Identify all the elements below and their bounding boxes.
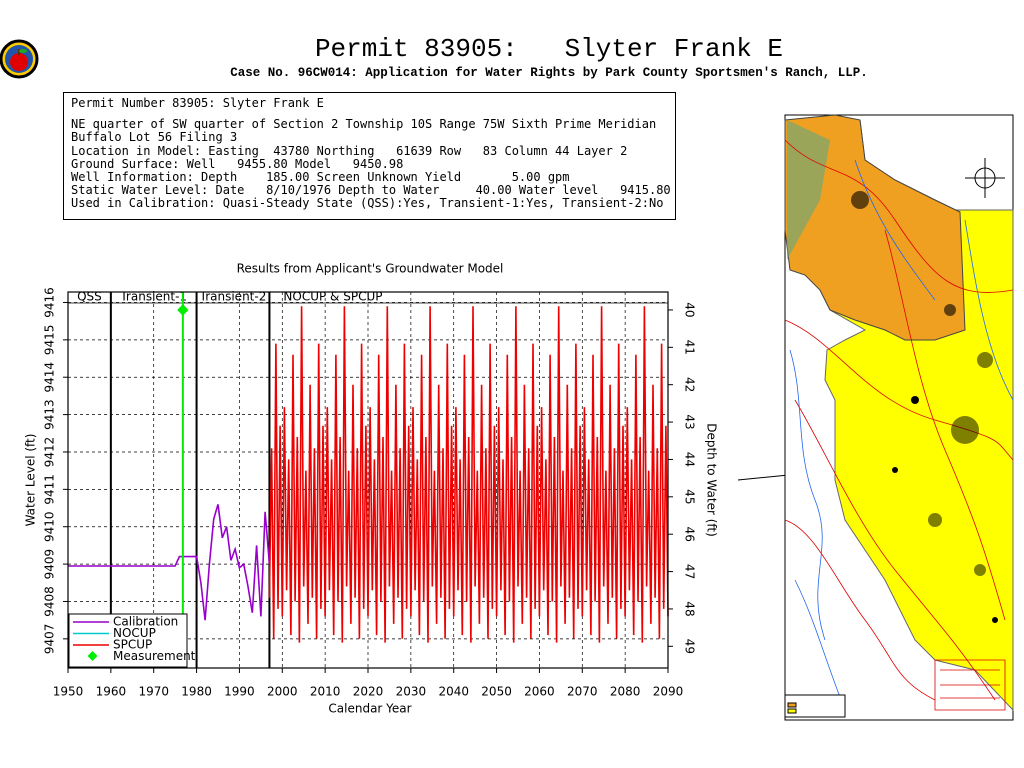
legend-label: NOCUP [113,626,156,640]
y-tick-label: 9409 [43,549,57,580]
info-line: Buffalo Lot 56 Filing 3 [71,130,238,145]
info-line: NE quarter of SW quarter of Section 2 To… [71,117,657,132]
y-tick-label: 9407 [43,624,57,655]
map [737,114,1014,721]
y2-tick-label: 43 [683,414,697,429]
series-line [268,306,669,643]
x-tick-label: 2050 [481,685,512,699]
hatched-zone [787,120,830,260]
legend-label: Measurement [113,649,196,663]
phase-label: QSS [77,290,102,304]
y2-tick-label: 42 [683,377,697,392]
y2-tick-label: 44 [683,452,697,467]
series-line [68,504,271,621]
info-line: Ground Surface: Well 9455.80 Model 9450.… [71,156,404,171]
phase-label: Transient-2 [199,290,267,304]
x-axis-label: Calendar Year [328,702,411,716]
roads [784,139,1014,711]
x-tick-label: 2060 [524,685,555,699]
subtitle: Case No. 96CW014: Application for Water … [230,66,868,80]
y-tick-label: 9408 [43,586,57,617]
info-line: Used in Calibration: Quasi-Steady State … [71,196,664,211]
y2-axis-label: Depth to Water (ft) [705,423,719,537]
x-tick-label: 1950 [53,685,84,699]
x-tick-label: 2040 [438,685,469,699]
x-tick-label: 2020 [353,685,384,699]
info-line: Static Water Level: Date 8/10/1976 Depth… [71,183,671,198]
y-tick-label: 9414 [43,362,57,393]
y2-tick-label: 41 [683,340,697,355]
wells [851,191,998,623]
legend-box [68,613,188,668]
x-tick-label: 1970 [138,685,169,699]
y-tick-label: 9416 [43,287,57,318]
legend-label: Calibration [113,615,178,629]
plot-frame [67,291,669,669]
y2-tick-label: 46 [683,527,697,542]
x-tick-label: 1990 [224,685,255,699]
chart: Results from Applicant's Groundwater Mod… [24,262,719,716]
x-tick-label: 2080 [610,685,641,699]
y2-tick-label: 47 [683,564,697,579]
y-tick-label: 9413 [43,399,57,430]
legend-swatch [787,702,797,708]
legend-swatch [787,708,797,714]
y-tick-label: 9412 [43,437,57,468]
info-line: Permit Number 83905: Slyter Frank E [71,96,324,110]
map-legend [784,694,846,718]
compass [965,158,1005,198]
y-axis-label: Water Level (ft) [24,434,38,527]
y2-tick-label: 45 [683,489,697,504]
info-line: Well Information: Depth 185.00 Screen Un… [71,170,570,185]
x-tick-label: 1980 [181,685,212,699]
info-line: Location in Model: Easting 43780 Northin… [71,143,628,158]
phase-label: NOCUP & SPCUP [283,290,382,304]
y2-tick-label: 40 [683,302,697,317]
x-tick-label: 2010 [310,685,341,699]
y2-tick-label: 48 [683,601,697,616]
x-tick-label: 2000 [267,685,298,699]
title: Permit 83905: Slyter Frank E [314,34,784,64]
streams [789,159,1014,711]
x-tick-label: 2090 [653,685,684,699]
y-tick-label: 9410 [43,511,57,542]
legend-marker [87,651,98,661]
legend-label: SPCUP [113,638,152,652]
y2-tick-label: 49 [683,639,697,654]
phase-label: Transient-1 [119,290,187,304]
y-tick-label: 9411 [43,474,57,505]
y-tick-label: 9415 [43,325,57,356]
chart-title: Results from Applicant's Groundwater Mod… [237,262,504,276]
x-tick-label: 2070 [567,685,598,699]
logo [0,39,39,79]
info-box: Permit Number 83905: Slyter Frank E NE q… [63,92,676,220]
x-tick-label: 2030 [396,685,427,699]
layer-1 [784,114,966,341]
measurement-marker [177,304,189,316]
x-tick-label: 1960 [96,685,127,699]
